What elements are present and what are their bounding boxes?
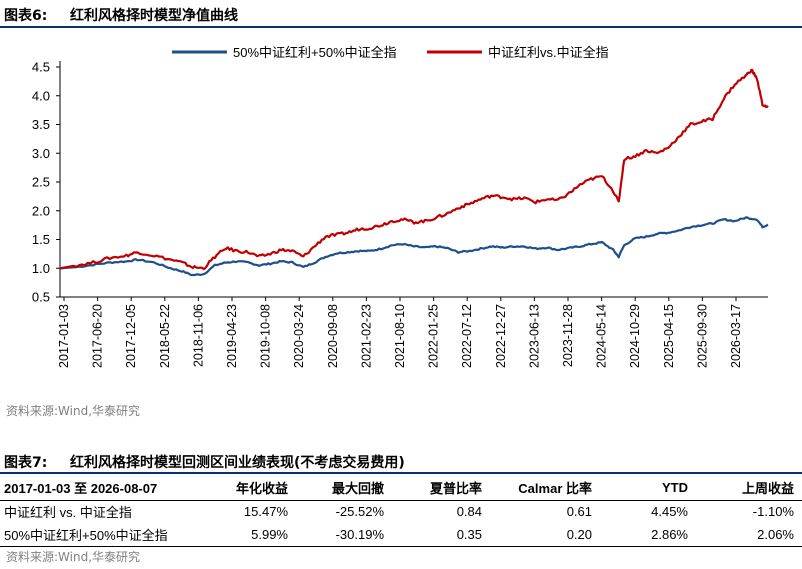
y-axis-ticks: 0.5 1.0 1.5 2.0 2.5 3.0 3.5 4.0 4.5 (32, 60, 60, 305)
chart-legend: 50%中证红利+50%中证全指 中证红利vs.中证全指 (172, 45, 609, 60)
x-tick-label: 2025-09-30 (695, 304, 709, 368)
table-header: 图表7: 红利风格择时模型回测区间业绩表现(不考虑交易费用) (0, 448, 802, 474)
x-tick-label: 2017-01-03 (57, 304, 71, 368)
chart-series-lines (59, 68, 769, 277)
series-line-blend (59, 216, 769, 277)
y-tick-label: 1.5 (32, 232, 50, 247)
cell-ytd: 4.45% (651, 504, 688, 520)
x-tick-label: 2018-05-22 (158, 304, 172, 368)
x-tick-label: 2020-09-08 (326, 304, 340, 368)
net-value-chart: 50%中证红利+50%中证全指 中证红利vs.中证全指 0.5 1.0 1.5 2.0 2… (32, 45, 769, 368)
y-tick-label: 2.0 (32, 203, 50, 218)
x-tick-label: 2024-10-29 (628, 304, 642, 368)
x-tick-label: 2020-03-24 (292, 304, 306, 368)
cell-last-week: -1.10% (752, 504, 794, 520)
row-label: 中证红利 vs. 中证全指 (4, 505, 132, 521)
x-tick-label: 2018-11-06 (191, 304, 205, 367)
header-last-week: 上周收益 (696, 476, 802, 501)
y-tick-label: 2.5 (32, 175, 50, 190)
cell-annual-return: 5.99% (220, 523, 296, 547)
table-row: 50%中证红利+50%中证全指 5.99% -30.19% 0.35 0.20 … (0, 523, 802, 547)
x-tick-label: 2025-04-15 (662, 304, 676, 368)
header-annual-return: 年化收益 (220, 476, 296, 501)
x-tick-label: 2021-08-10 (393, 304, 407, 368)
cell-annual-return: 15.47% (243, 504, 288, 520)
x-tick-label: 2019-04-23 (225, 304, 239, 368)
x-tick-label: 2019-10-08 (259, 304, 273, 368)
cell-calmar: 0.61 (566, 504, 592, 520)
legend-label: 50%中证红利+50%中证全指 (233, 45, 397, 60)
y-tick-label: 3.5 (32, 117, 50, 132)
chart-source: 资料来源:Wind,华泰研究 (6, 404, 141, 418)
cell-max-drawdown: -25.52% (335, 504, 384, 520)
x-tick-label: 2023-11-28 (561, 304, 575, 367)
cell-max-drawdown: -30.19% (296, 523, 392, 547)
row-label: 50%中证红利+50%中证全指 (0, 523, 220, 547)
header-calmar: Calmar 比率 (490, 476, 600, 501)
figure-header: 图表6: 红利风格择时模型净值曲线 (0, 0, 802, 28)
table-source: 资料来源:Wind,华泰研究 (6, 550, 141, 564)
cell-sharpe: 0.84 (456, 504, 482, 520)
legend-label: 中证红利vs.中证全指 (488, 45, 609, 60)
y-tick-label: 0.5 (32, 290, 50, 305)
figure-number: 图表6: (4, 8, 48, 24)
x-tick-label: 2022-12-27 (494, 304, 508, 368)
x-tick-label: 2026-03-17 (729, 304, 743, 368)
y-tick-label: 4.0 (32, 88, 50, 103)
table-number: 图表7: (4, 455, 48, 471)
performance-table: 2017-01-03 至 2026-08-07 年化收益 最大回撤 夏普比率 C… (0, 476, 802, 547)
cell-sharpe: 0.35 (392, 523, 490, 547)
cell-last-week: 2.06% (696, 523, 802, 547)
header-max-drawdown: 最大回撤 (296, 476, 392, 501)
x-tick-label: 2022-01-25 (427, 304, 441, 368)
x-tick-label: 2017-12-05 (124, 304, 138, 368)
x-tick-label: 2024-05-14 (595, 304, 609, 368)
header-ytd: YTD (600, 476, 696, 501)
table-header-row: 2017-01-03 至 2026-08-07 年化收益 最大回撤 夏普比率 C… (0, 476, 802, 501)
series-line-dividend-vs-all (59, 68, 769, 271)
x-tick-label: 2017-06-20 (91, 304, 105, 368)
table-row: 中证红利 vs. 中证全指 15.47% -25.52% 0.84 0.61 4… (0, 500, 802, 523)
header-sharpe: 夏普比率 (392, 476, 490, 501)
cell-ytd: 2.86% (600, 523, 696, 547)
x-axis-ticks: 2017-01-03 2017-06-20 2017-12-05 2018-05-22… (57, 297, 743, 368)
y-tick-label: 4.5 (32, 60, 50, 75)
y-tick-label: 1.0 (32, 261, 50, 276)
cell-calmar: 0.20 (490, 523, 600, 547)
y-tick-label: 3.0 (32, 146, 50, 161)
x-tick-label: 2022-07-12 (460, 304, 474, 368)
x-tick-label: 2021-02-23 (359, 304, 373, 368)
x-tick-label: 2023-06-13 (527, 304, 541, 368)
figure-title: 红利风格择时模型净值曲线 (70, 8, 238, 24)
header-period: 2017-01-03 至 2026-08-07 (0, 476, 220, 501)
chart-axes (59, 61, 768, 298)
table-title: 红利风格择时模型回测区间业绩表现(不考虑交易费用) (70, 455, 405, 471)
